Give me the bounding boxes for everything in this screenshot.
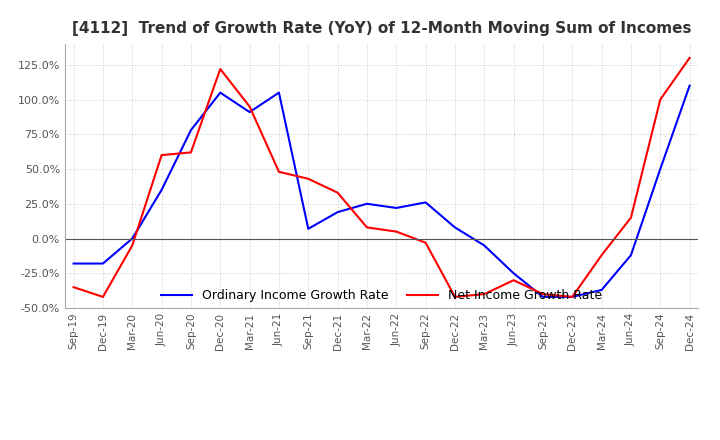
Ordinary Income Growth Rate [246,110,254,115]
Ordinary Income Growth Rate [69,261,78,266]
Ordinary Income Growth Rate [216,90,225,95]
Ordinary Income Growth Rate [304,226,312,231]
Title: [4112]  Trend of Growth Rate (YoY) of 12-Month Moving Sum of Incomes: [4112] Trend of Growth Rate (YoY) of 12-… [72,21,691,36]
Line: Ordinary Income Growth Rate: Ordinary Income Growth Rate [73,86,690,297]
Net Income Growth Rate [685,55,694,61]
Ordinary Income Growth Rate [626,253,635,258]
Net Income Growth Rate [509,278,518,283]
Ordinary Income Growth Rate [274,90,283,95]
Net Income Growth Rate [480,291,489,297]
Net Income Growth Rate [568,294,577,300]
Net Income Growth Rate [598,253,606,258]
Ordinary Income Growth Rate [421,200,430,205]
Net Income Growth Rate [246,104,254,109]
Ordinary Income Growth Rate [656,166,665,172]
Ordinary Income Growth Rate [392,205,400,211]
Net Income Growth Rate [157,153,166,158]
Net Income Growth Rate [451,294,459,300]
Net Income Growth Rate [363,225,372,230]
Net Income Growth Rate [392,229,400,234]
Ordinary Income Growth Rate [363,201,372,206]
Line: Net Income Growth Rate: Net Income Growth Rate [73,58,690,297]
Ordinary Income Growth Rate [451,225,459,230]
Net Income Growth Rate [626,215,635,220]
Net Income Growth Rate [128,243,137,248]
Net Income Growth Rate [99,294,107,300]
Net Income Growth Rate [274,169,283,175]
Net Income Growth Rate [304,176,312,181]
Ordinary Income Growth Rate [157,187,166,193]
Ordinary Income Growth Rate [480,243,489,248]
Net Income Growth Rate [216,66,225,72]
Net Income Growth Rate [421,240,430,246]
Ordinary Income Growth Rate [333,209,342,215]
Net Income Growth Rate [656,97,665,102]
Net Income Growth Rate [69,285,78,290]
Ordinary Income Growth Rate [685,83,694,88]
Ordinary Income Growth Rate [509,271,518,276]
Ordinary Income Growth Rate [128,236,137,241]
Ordinary Income Growth Rate [186,128,195,133]
Ordinary Income Growth Rate [568,294,577,300]
Ordinary Income Growth Rate [598,287,606,293]
Ordinary Income Growth Rate [539,294,547,300]
Net Income Growth Rate [186,150,195,155]
Ordinary Income Growth Rate [99,261,107,266]
Net Income Growth Rate [539,291,547,297]
Net Income Growth Rate [333,190,342,195]
Legend: Ordinary Income Growth Rate, Net Income Growth Rate: Ordinary Income Growth Rate, Net Income … [156,284,608,307]
